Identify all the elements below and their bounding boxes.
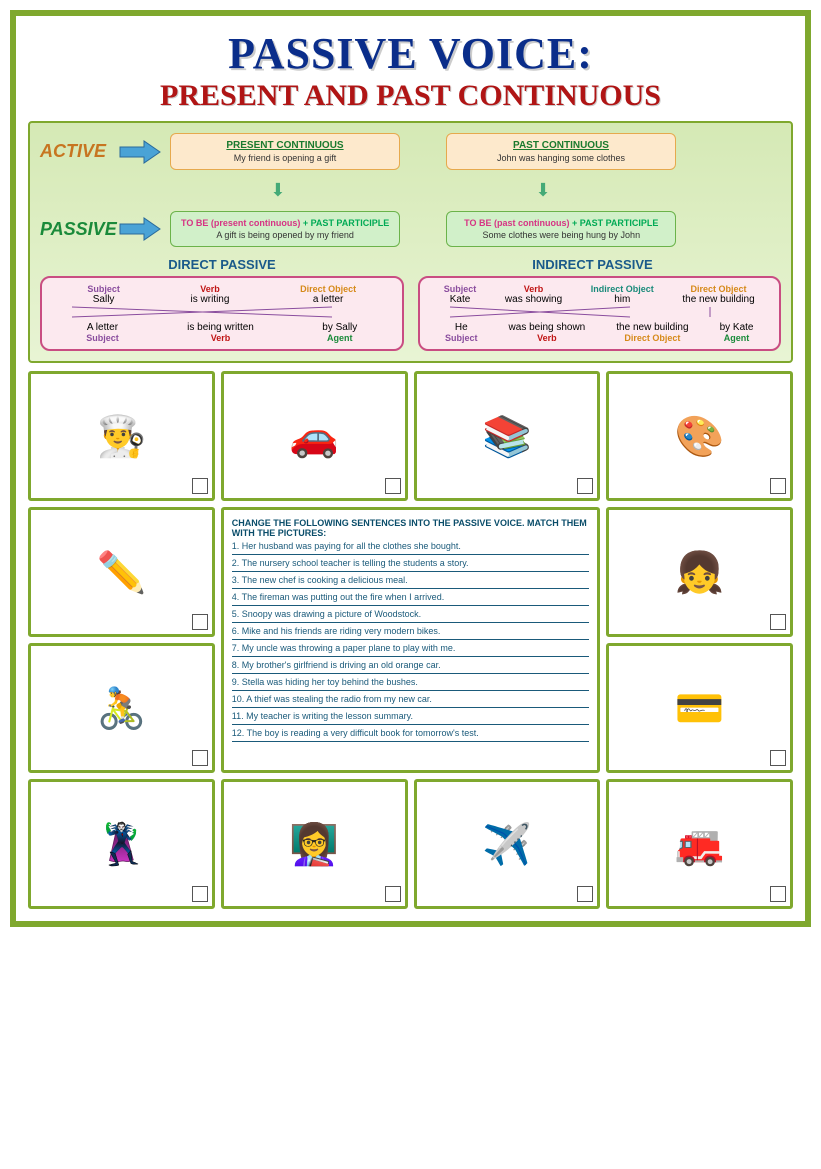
passive-label: PASSIVE	[40, 219, 110, 240]
clipart-fireman-icon: 🚒	[675, 821, 725, 868]
cross-arrows-icon	[52, 305, 392, 319]
answer-checkbox[interactable]	[770, 478, 786, 494]
instructions-cell: CHANGE THE FOLLOWING SENTENCES INTO THE …	[221, 507, 601, 773]
grammar-explanation: ACTIVE PRESENT CONTINUOUS My friend is o…	[28, 121, 793, 363]
clipart-books-icon: 📚	[482, 413, 532, 460]
picture-cell: 👨‍🍳	[28, 371, 215, 501]
sentence-diagrams: SubjectSally Verbis writing Direct Objec…	[40, 276, 781, 351]
arrow-down-icon: ⬇	[270, 180, 285, 201]
box-example: A gift is being opened by my friend	[181, 230, 389, 240]
sentence-item: 2. The nursery school teacher is telling…	[232, 555, 590, 572]
instruction-text: CHANGE THE FOLLOWING SENTENCES INTO THE …	[232, 518, 590, 538]
sentence-item: 5. Snoopy was drawing a picture of Woods…	[232, 606, 590, 623]
active-row: ACTIVE PRESENT CONTINUOUS My friend is o…	[40, 133, 781, 170]
clipart-creditcard-icon: 💳	[675, 685, 725, 732]
formula-text: TO BE (present continuous) + PAST PARTIC…	[181, 218, 389, 228]
title-main: PASSIVE VOICE:	[28, 28, 793, 79]
sentence-item: 6. Mike and his friends are riding very …	[232, 623, 590, 640]
worksheet-container: PASSIVE VOICE: PRESENT AND PAST CONTINUO…	[10, 10, 811, 927]
clipart-chef-icon: 👨‍🍳	[96, 413, 146, 460]
picture-cell: 🚗	[221, 371, 408, 501]
exercise-grid: 👨‍🍳 🚗 📚 🎨 ✏️ CHANGE THE FOLLOWING SENTEN…	[28, 371, 793, 909]
answer-checkbox[interactable]	[577, 886, 593, 902]
passive-type-titles: DIRECT PASSIVE INDIRECT PASSIVE	[40, 257, 781, 272]
past-continuous-box: PAST CONTINUOUS John was hanging some cl…	[446, 133, 676, 170]
sentence-item: 1. Her husband was paying for all the cl…	[232, 538, 590, 555]
answer-checkbox[interactable]	[192, 478, 208, 494]
picture-cell: 💳	[606, 643, 793, 773]
direct-passive-diagram: SubjectSally Verbis writing Direct Objec…	[40, 276, 404, 351]
present-continuous-box: PRESENT CONTINUOUS My friend is opening …	[170, 133, 400, 170]
sentence-item: 8. My brother's girlfriend is driving an…	[232, 657, 590, 674]
title-sub: PRESENT AND PAST CONTINUOUS	[28, 79, 793, 113]
answer-checkbox[interactable]	[192, 750, 208, 766]
indirect-passive-title: INDIRECT PASSIVE	[532, 257, 652, 272]
clipart-pencil-icon: ✏️	[96, 549, 146, 596]
answer-checkbox[interactable]	[770, 750, 786, 766]
box-example: Some clothes were being hung by John	[457, 230, 665, 240]
indirect-passive-diagram: SubjectKate Verbwas showing Indirect Obj…	[418, 276, 782, 351]
formula-text: TO BE (past continuous) + PAST PARTICIPL…	[457, 218, 665, 228]
answer-checkbox[interactable]	[192, 614, 208, 630]
answer-checkbox[interactable]	[770, 614, 786, 630]
picture-cell: 🚴	[28, 643, 215, 773]
clipart-girl-icon: 👧	[675, 549, 725, 596]
picture-cell: 🦹	[28, 779, 215, 909]
answer-checkbox[interactable]	[577, 478, 593, 494]
past-passive-box: TO BE (past continuous) + PAST PARTICIPL…	[446, 211, 676, 247]
answer-checkbox[interactable]	[770, 886, 786, 902]
arrow-right-icon	[118, 216, 162, 242]
clipart-painting-icon: 🎨	[675, 413, 725, 460]
answer-checkbox[interactable]	[385, 886, 401, 902]
passive-row: PASSIVE TO BE (present continuous) + PAS…	[40, 211, 781, 247]
sentence-item: 4. The fireman was putting out the fire …	[232, 589, 590, 606]
cross-arrows-icon	[430, 305, 770, 319]
clipart-car-icon: 🚗	[289, 413, 339, 460]
present-passive-box: TO BE (present continuous) + PAST PARTIC…	[170, 211, 400, 247]
sentence-item: 3. The new chef is cooking a delicious m…	[232, 572, 590, 589]
picture-cell: ✏️	[28, 507, 215, 637]
picture-cell: ✈️	[414, 779, 601, 909]
sentence-item: 12. The boy is reading a very difficult …	[232, 725, 590, 742]
sentence-item: 10. A thief was stealing the radio from …	[232, 691, 590, 708]
answer-checkbox[interactable]	[192, 886, 208, 902]
picture-cell: 🎨	[606, 371, 793, 501]
picture-cell: 🚒	[606, 779, 793, 909]
box-example: My friend is opening a gift	[181, 153, 389, 163]
clipart-bike-icon: 🚴	[96, 685, 146, 732]
arrow-right-icon	[118, 139, 162, 165]
picture-cell: 📚	[414, 371, 601, 501]
picture-cell: 👩‍🏫	[221, 779, 408, 909]
answer-checkbox[interactable]	[385, 478, 401, 494]
box-example: John was hanging some clothes	[457, 153, 665, 163]
title-block: PASSIVE VOICE: PRESENT AND PAST CONTINUO…	[28, 28, 793, 113]
box-title: PAST CONTINUOUS	[457, 140, 665, 151]
clipart-thief-icon: 🦹	[96, 821, 146, 868]
arrow-down-icon: ⬇	[536, 180, 551, 201]
sentence-item: 9. Stella was hiding her toy behind the …	[232, 674, 590, 691]
sentence-list: CHANGE THE FOLLOWING SENTENCES INTO THE …	[232, 518, 590, 742]
sentence-item: 11. My teacher is writing the lesson sum…	[232, 708, 590, 725]
picture-cell: 👧	[606, 507, 793, 637]
clipart-plane-icon: ✈️	[482, 821, 532, 868]
box-title: PRESENT CONTINUOUS	[181, 140, 389, 151]
active-label: ACTIVE	[40, 141, 110, 162]
down-arrows: ⬇ ⬇	[40, 180, 781, 201]
clipart-teacher-icon: 👩‍🏫	[289, 821, 339, 868]
sentence-item: 7. My uncle was throwing a paper plane t…	[232, 640, 590, 657]
direct-passive-title: DIRECT PASSIVE	[168, 257, 275, 272]
